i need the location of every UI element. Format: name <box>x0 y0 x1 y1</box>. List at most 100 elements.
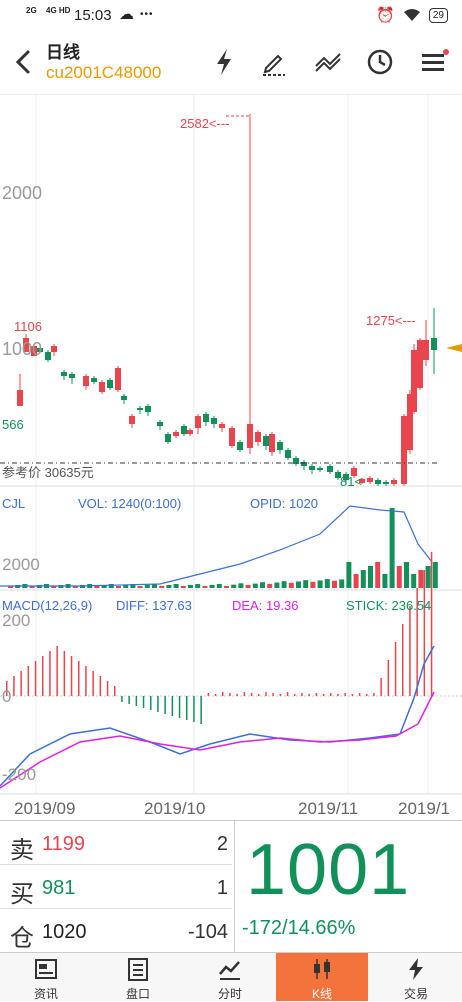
volume-label: VOL: 1240(0:100) <box>78 496 181 511</box>
menu-list-icon[interactable] <box>416 44 452 80</box>
candle-body <box>351 468 357 476</box>
last-price: 1001 <box>246 830 411 910</box>
open-interest-row: 仓 1020 -104 <box>0 909 232 952</box>
candle-body <box>411 350 417 412</box>
macd-bar <box>178 696 181 718</box>
volume-bar <box>375 562 381 588</box>
macd-bar <box>193 696 195 722</box>
tab-kline[interactable]: K线 <box>276 953 368 1001</box>
back-arrow-icon[interactable] <box>8 42 38 82</box>
candle-body <box>229 428 235 446</box>
candlestick-series <box>17 114 437 486</box>
volume-bar <box>296 581 301 588</box>
date-label-dec: 2019/1 <box>398 799 450 818</box>
indicator-lines-icon[interactable] <box>310 44 346 80</box>
candle-body <box>173 432 179 436</box>
tab-news[interactable]: 资讯 <box>0 953 92 1001</box>
draw-pen-icon[interactable] <box>256 44 292 80</box>
candle-body <box>343 474 349 480</box>
open-interest-label: 仓 <box>10 925 34 952</box>
lightning-icon[interactable] <box>206 44 242 80</box>
macd-bar <box>56 646 58 696</box>
tab-orderbook[interactable]: 盘口 <box>92 953 184 1001</box>
volume-bar <box>216 584 222 588</box>
volume-panel-name: CJL <box>2 496 25 511</box>
macd-bar <box>258 694 260 696</box>
macd-bar <box>322 694 325 696</box>
volume-bar <box>202 586 208 588</box>
macd-bar <box>265 692 267 696</box>
bid-row[interactable]: 买 981 1 <box>0 865 232 909</box>
volume-bar <box>209 585 215 588</box>
macd-axis-200: 200 <box>2 611 30 630</box>
candle-body <box>219 424 225 428</box>
ask-qty: 2 <box>216 833 228 855</box>
tab-intraday[interactable]: 分时 <box>184 953 276 1001</box>
candle-body <box>417 340 423 388</box>
quote-panel: 卖 1199 2 买 981 1 仓 1020 -104 1001 -172/1… <box>0 820 462 953</box>
date-label-nov: 2019/11 <box>298 799 358 818</box>
volume-bar <box>389 508 395 588</box>
macd-bar <box>430 552 433 696</box>
macd-bar <box>214 694 217 696</box>
candle-body <box>407 394 413 450</box>
candle-body <box>237 442 243 450</box>
volume-bar <box>166 585 172 588</box>
volume-bar <box>411 574 417 588</box>
candle-body <box>203 414 209 422</box>
macd-bar <box>236 694 238 696</box>
open-interest-change: -104 <box>187 921 228 943</box>
volume-bar <box>152 584 157 588</box>
ask-price: 1199 <box>42 833 86 855</box>
macd-axis-0: 0 <box>2 687 11 706</box>
macd-dea-label: DEA: 19.36 <box>232 598 299 613</box>
candle-body <box>121 396 127 400</box>
tab-intraday-label: 分时 <box>217 987 242 1001</box>
volume-bar <box>317 580 323 588</box>
candle-body <box>137 408 143 410</box>
tab-trade-label: 交易 <box>403 987 428 1001</box>
price-change: -172/14.66% <box>242 917 356 939</box>
macd-bar <box>380 678 382 696</box>
macd-bar <box>85 666 87 696</box>
clock-icon[interactable] <box>362 44 398 80</box>
page-title: 日线 <box>46 43 80 62</box>
status-bar: 2G 4G HD 15:03 ☁ ••• ⏰ 29 <box>0 0 462 34</box>
wifi-icon <box>403 9 420 21</box>
macd-diff-line <box>0 645 435 787</box>
macd-bar <box>200 696 202 724</box>
volume-bar <box>116 586 121 588</box>
macd-axis-neg200: -200 <box>2 765 36 784</box>
tab-trade[interactable]: 交易 <box>370 953 462 1001</box>
macd-bar <box>286 692 289 696</box>
volume-bar <box>144 585 150 588</box>
ask-label: 卖 <box>10 837 34 864</box>
macd-bar <box>222 692 224 696</box>
volume-bar <box>94 586 100 588</box>
candle-body <box>285 450 291 458</box>
current-price-marker-icon <box>446 344 462 352</box>
min-price-annotation: 81< <box>340 474 362 489</box>
volume-bar <box>432 562 438 588</box>
tab-news-label: 资讯 <box>33 987 58 1001</box>
candle-body <box>91 378 97 382</box>
macd-bar <box>13 676 15 696</box>
volume-bar <box>72 586 78 588</box>
macd-bar <box>121 696 123 702</box>
candle-body <box>69 374 75 378</box>
candle-body <box>145 406 151 412</box>
candle-body <box>181 426 187 434</box>
volume-bars <box>0 505 438 588</box>
volume-bar <box>123 585 129 588</box>
ask-row[interactable]: 卖 1199 2 <box>0 821 232 865</box>
macd-stick-label: STICK: 236.54 <box>346 598 431 613</box>
macd-bar <box>366 694 368 696</box>
macd-bar <box>423 570 426 696</box>
volume-bar <box>288 582 294 588</box>
candle-body <box>327 466 333 472</box>
macd-bar <box>416 588 418 696</box>
max-price-annotation: 2582<--- <box>180 116 230 131</box>
date-label-sep: 2019/09 <box>14 799 75 818</box>
volume-bar <box>101 585 107 588</box>
kline-chart[interactable]: 2000 1000 2582<--- 1106 566 1275<--- 81<… <box>0 94 462 820</box>
